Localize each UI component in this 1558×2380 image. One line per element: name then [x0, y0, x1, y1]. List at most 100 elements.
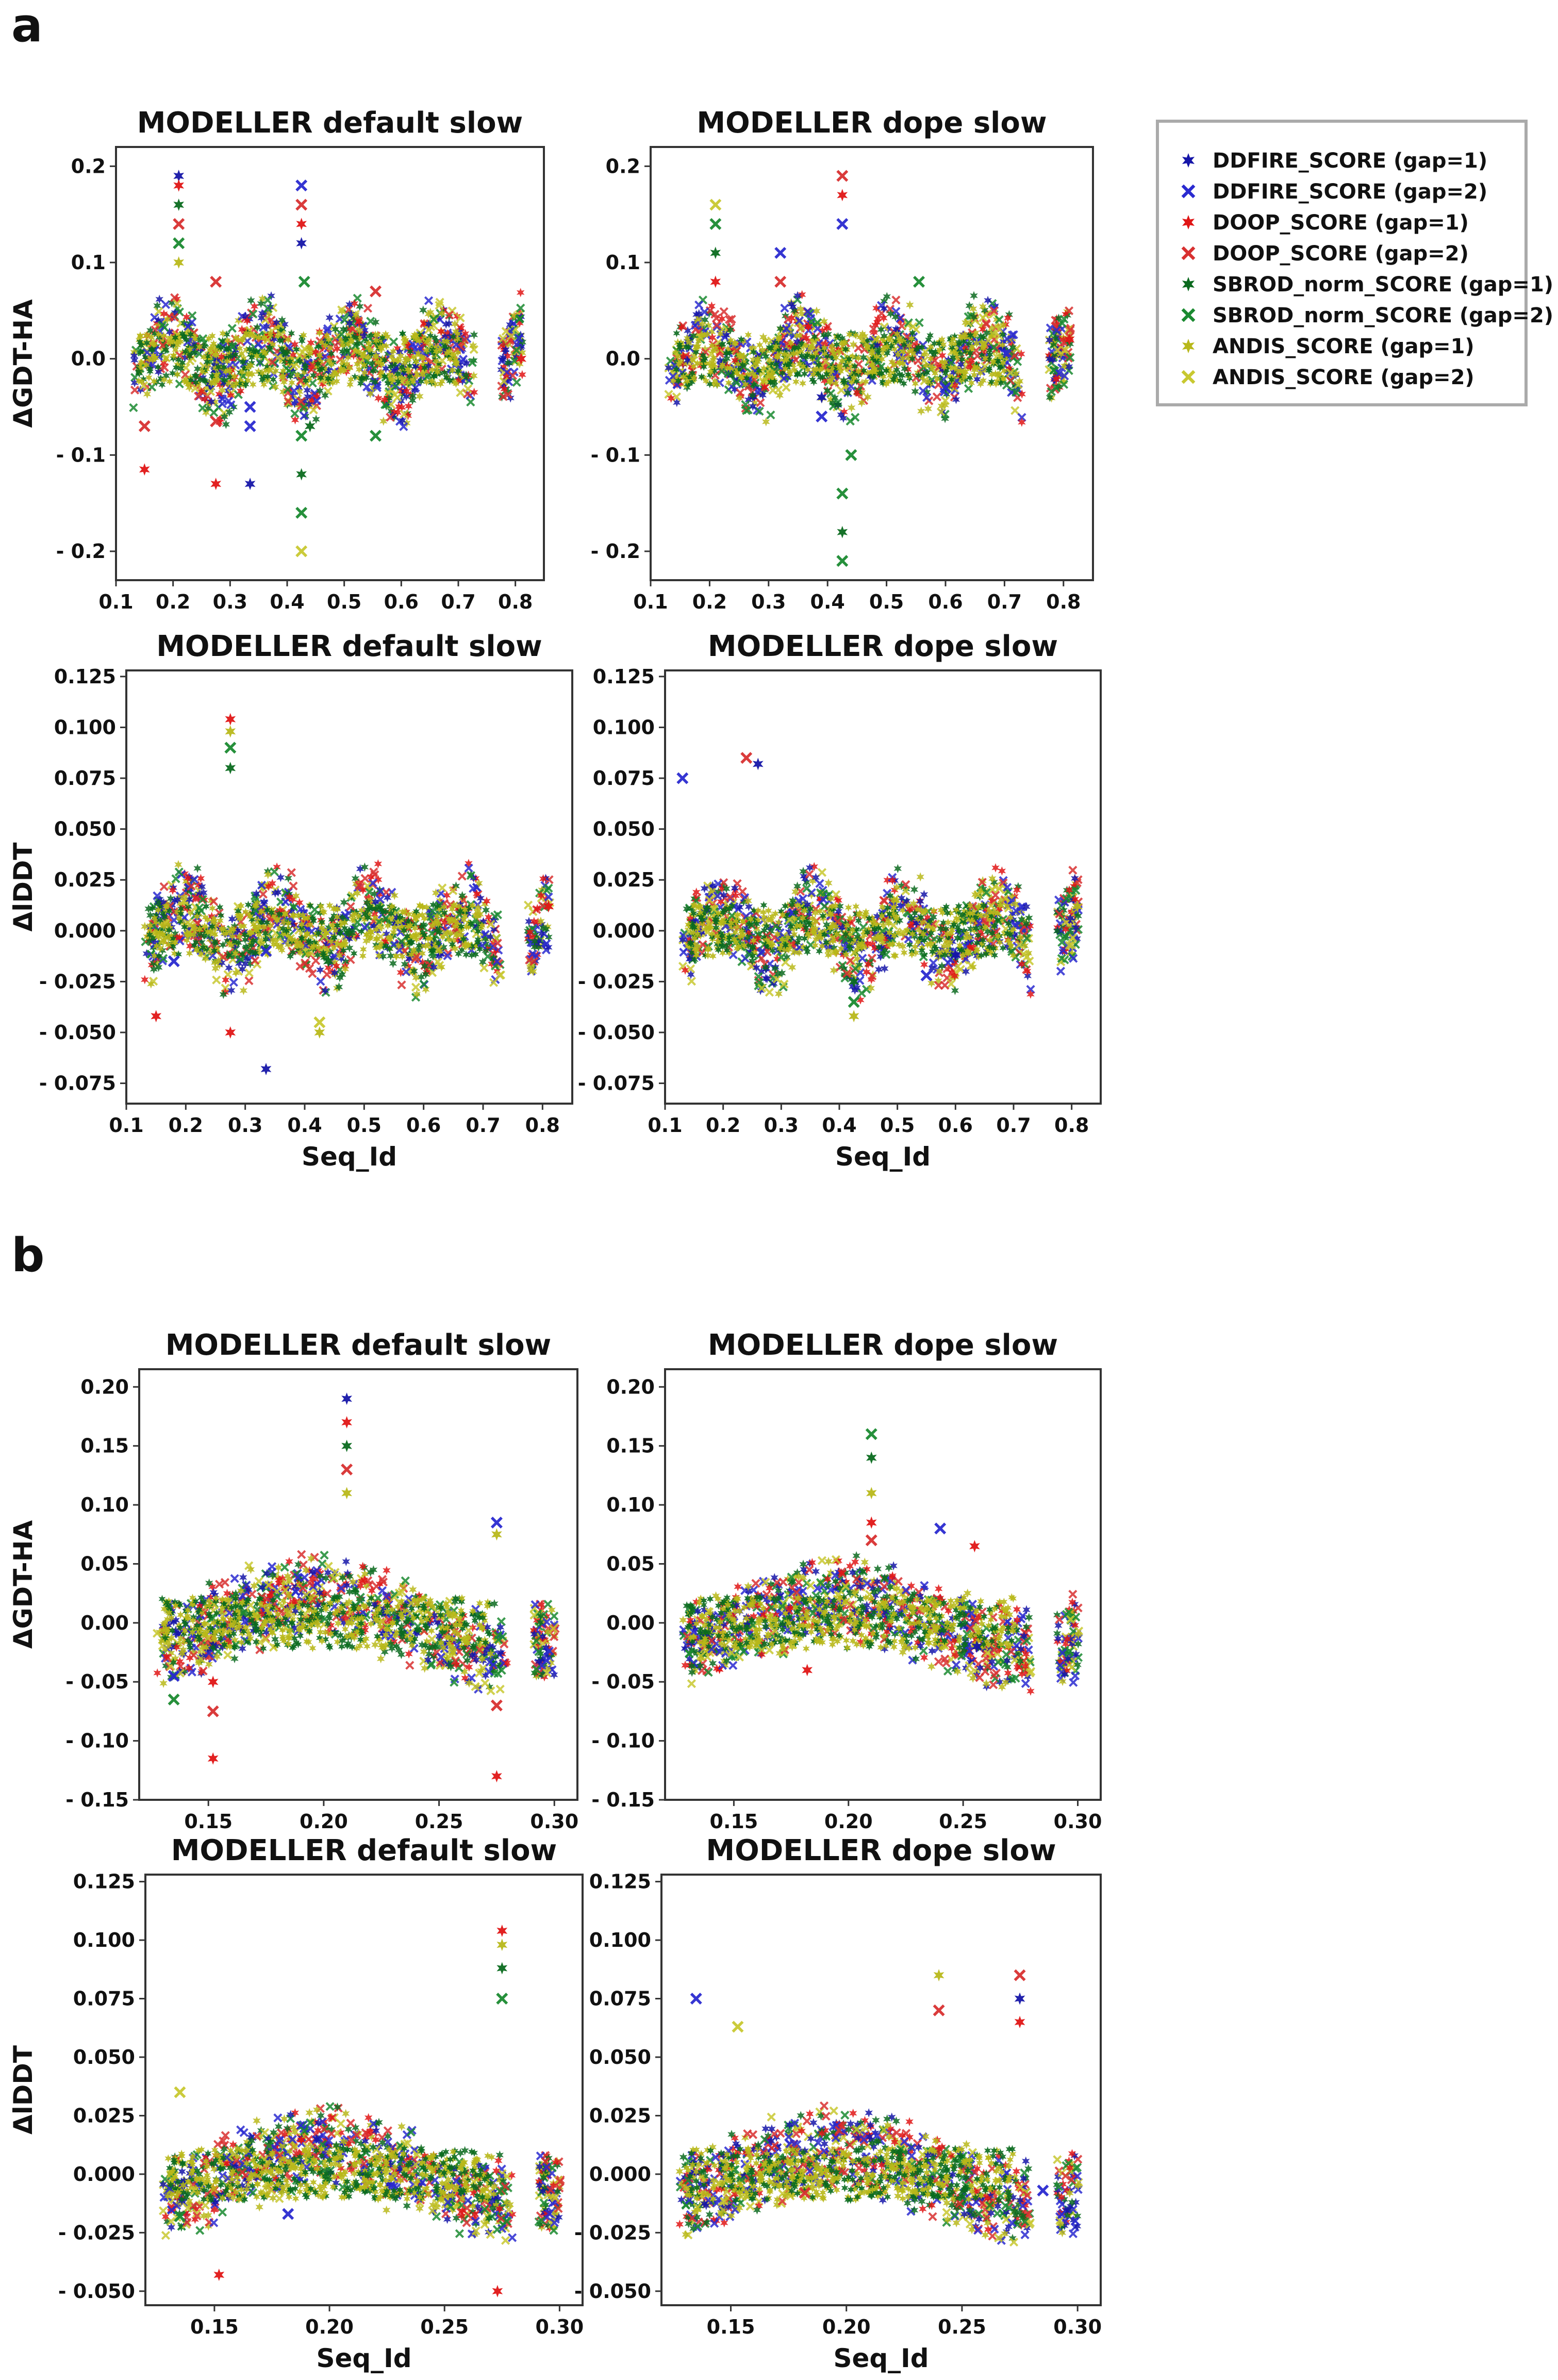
data-point	[428, 377, 436, 385]
data-point	[248, 370, 256, 379]
data-point	[178, 361, 186, 371]
data-point	[208, 332, 216, 340]
data-point	[270, 334, 278, 344]
data-point	[218, 385, 226, 395]
data-point	[141, 975, 149, 984]
data-point	[1046, 392, 1054, 402]
data-point	[276, 336, 284, 344]
data-point	[893, 864, 902, 874]
data-point	[880, 331, 888, 341]
data-point	[346, 364, 354, 372]
data-point	[901, 364, 909, 373]
plot-frame	[115, 146, 545, 581]
data-point	[911, 387, 919, 396]
data-point	[992, 315, 1001, 324]
data-point	[170, 293, 179, 302]
data-point	[146, 325, 155, 335]
data-point	[305, 351, 312, 360]
data-point	[386, 413, 395, 422]
data-point	[374, 859, 383, 869]
data-point	[753, 351, 761, 360]
data-point	[880, 304, 888, 314]
data-point	[798, 290, 806, 300]
outlier-point	[837, 189, 848, 202]
data-point	[290, 399, 299, 408]
data-point	[457, 872, 467, 881]
x-tick-label: 0.1	[109, 1114, 143, 1137]
data-point	[191, 372, 198, 381]
data-point	[129, 403, 138, 413]
data-point	[286, 357, 294, 366]
data-point	[362, 373, 370, 382]
data-point	[395, 347, 404, 357]
data-point	[344, 353, 352, 362]
data-point	[357, 379, 364, 388]
data-point	[376, 340, 384, 349]
data-point	[1045, 335, 1054, 345]
data-point	[707, 327, 716, 337]
data-point	[400, 409, 409, 419]
data-point	[840, 407, 849, 417]
data-point	[293, 345, 300, 354]
data-point	[820, 901, 829, 911]
data-point	[235, 316, 243, 325]
data-point	[525, 916, 533, 926]
data-point	[411, 982, 421, 992]
data-point	[295, 387, 304, 397]
data-point	[143, 339, 151, 347]
data-point	[1046, 323, 1055, 333]
data-point	[236, 344, 243, 353]
data-point	[468, 358, 477, 367]
data-point	[225, 407, 234, 417]
data-point	[325, 335, 333, 344]
data-point	[302, 364, 309, 373]
data-point	[175, 355, 183, 364]
data-point	[504, 340, 512, 349]
data-point	[435, 360, 442, 369]
data-point	[768, 386, 777, 395]
data-point	[404, 401, 413, 411]
data-point	[220, 363, 228, 371]
data-point	[438, 883, 447, 893]
data-point	[216, 380, 224, 389]
data-point	[947, 979, 956, 989]
data-point	[389, 375, 397, 384]
data-point	[456, 388, 465, 397]
data-point	[368, 350, 375, 359]
panel-label-a: a	[11, 0, 43, 53]
data-point	[319, 342, 327, 352]
data-point	[352, 333, 360, 342]
data-point	[707, 301, 716, 311]
data-point	[154, 363, 162, 371]
data-point	[201, 376, 208, 385]
data-point	[727, 315, 736, 324]
data-point	[154, 307, 163, 316]
data-point	[381, 356, 388, 365]
point-cloud	[678, 862, 1083, 1005]
data-point	[356, 302, 364, 311]
data-point	[295, 383, 303, 392]
data-point	[242, 329, 250, 338]
point-cloud	[664, 290, 1075, 427]
data-point	[244, 376, 252, 385]
data-point	[949, 368, 958, 377]
data-point	[759, 332, 768, 342]
data-point	[751, 398, 759, 408]
data-point	[406, 362, 413, 370]
data-point	[834, 400, 842, 409]
data-point	[220, 378, 228, 388]
data-point	[247, 296, 255, 305]
data-point	[253, 322, 261, 332]
data-point	[366, 317, 375, 326]
outlier-point	[295, 506, 308, 519]
data-point	[306, 350, 313, 358]
data-point	[429, 315, 438, 324]
data-point	[196, 344, 205, 354]
data-point	[153, 301, 161, 310]
point-cloud	[141, 859, 555, 1002]
data-point	[904, 365, 912, 374]
data-point	[263, 304, 273, 314]
data-point	[318, 364, 326, 373]
outlier-point	[836, 487, 849, 500]
